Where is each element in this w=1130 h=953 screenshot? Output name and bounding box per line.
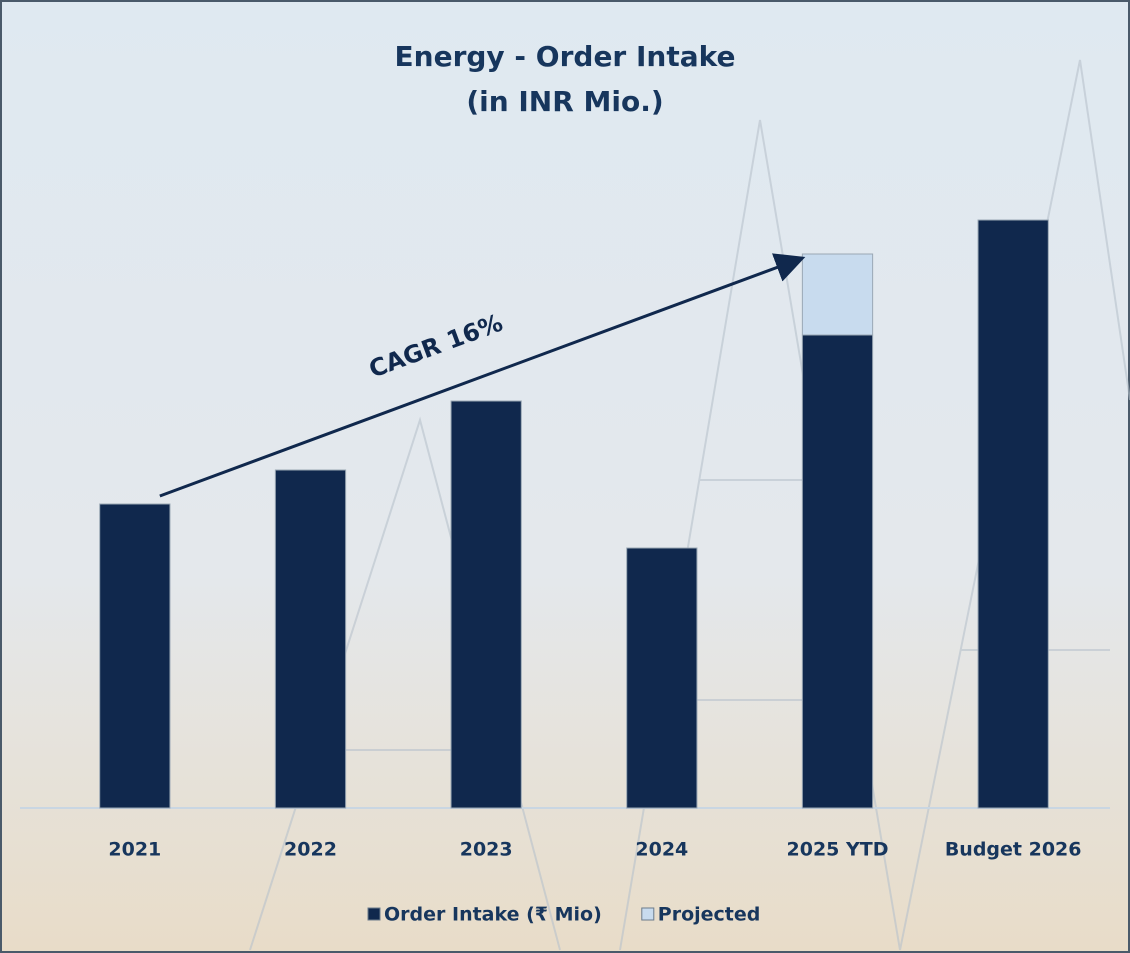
bar <box>801 334 874 809</box>
x-tick-label: 2023 <box>460 839 513 861</box>
bar <box>274 469 347 809</box>
bar <box>99 503 171 809</box>
bar <box>977 219 1049 809</box>
chart-title: Energy - Order Intake <box>395 40 736 73</box>
bar <box>626 547 698 809</box>
chart-subtitle: (in INR Mio.) <box>466 85 663 118</box>
legend-label: Order Intake (₹ Mio) <box>384 904 602 926</box>
cagr-arrow <box>159 253 806 498</box>
bar <box>801 253 874 336</box>
legend-swatch <box>367 907 381 921</box>
legend-label: Projected <box>658 904 761 926</box>
legend-swatch <box>641 907 655 921</box>
x-tick-label: Budget 2026 <box>945 839 1082 861</box>
x-tick-label: 2022 <box>284 839 337 861</box>
x-tick-label: 2021 <box>108 839 161 861</box>
x-tick-label: 2025 YTD <box>787 839 889 861</box>
x-tick-label: 2024 <box>635 839 688 861</box>
bar <box>450 400 522 809</box>
